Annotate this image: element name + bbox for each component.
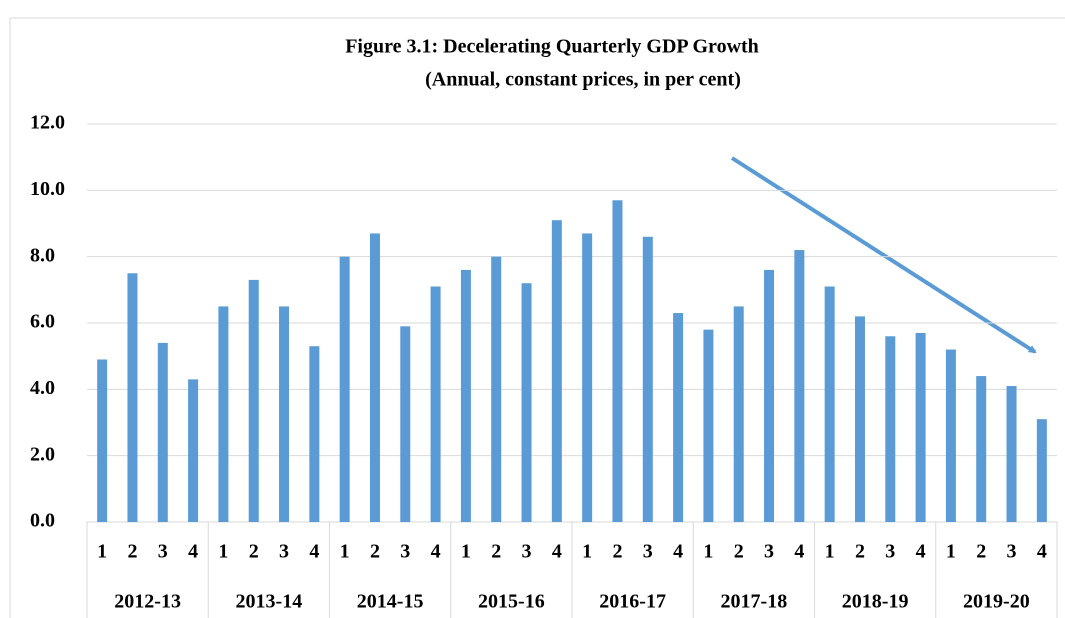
y-tick-label: 0.0 [30, 510, 55, 532]
x-tick-label: 1 [340, 541, 350, 563]
bar [976, 376, 987, 522]
x-tick-label: 1 [946, 541, 956, 563]
x-tick-label: 4 [309, 541, 319, 563]
group-label: 2015-16 [478, 591, 545, 613]
x-tick-label: 2 [976, 541, 986, 563]
x-tick-label: 1 [582, 541, 592, 563]
x-tick-label: 3 [522, 541, 532, 563]
chart-title: Figure 3.1: Decelerating Quarterly GDP G… [345, 36, 759, 58]
bar [854, 316, 865, 522]
bar [248, 279, 259, 522]
x-tick-label: 4 [916, 541, 926, 563]
x-tick-label: 3 [158, 541, 168, 563]
bar [824, 286, 835, 522]
x-tick-label: 4 [1037, 541, 1047, 563]
bar [673, 313, 684, 522]
x-tick-label: 3 [279, 541, 289, 563]
bar [339, 256, 350, 522]
group-label: 2019-20 [963, 591, 1030, 613]
bar [885, 336, 896, 522]
group-label: 2016-17 [599, 591, 666, 613]
x-tick-label: 1 [703, 541, 713, 563]
group-label: 2013-14 [236, 591, 303, 613]
y-tick-label: 6.0 [30, 311, 55, 333]
bar [733, 306, 744, 522]
bar [642, 236, 653, 522]
bar [127, 273, 138, 522]
x-tick-label: 4 [794, 541, 804, 563]
group-label: 2017-18 [721, 591, 788, 613]
group-label: 2012-13 [114, 591, 181, 613]
group-label: 2014-15 [357, 591, 424, 613]
x-tick-label: 4 [188, 541, 198, 563]
x-tick-label: 3 [643, 541, 653, 563]
y-tick-label: 2.0 [30, 443, 55, 465]
bar [1036, 419, 1047, 522]
x-tick-label: 3 [400, 541, 410, 563]
x-tick-label: 1 [825, 541, 835, 563]
bar [188, 379, 199, 522]
bar [97, 359, 108, 522]
bar [945, 349, 956, 522]
y-tick-label: 12.0 [30, 112, 65, 134]
bar [369, 233, 380, 522]
bar [521, 283, 532, 522]
bar [309, 346, 320, 522]
chart-frame [9, 17, 1065, 618]
y-tick-label: 8.0 [30, 244, 55, 266]
x-tick-label: 1 [461, 541, 471, 563]
bar [430, 286, 441, 522]
bar [400, 326, 411, 522]
bar [279, 306, 290, 522]
bar [915, 332, 926, 522]
group-label: 2018-19 [842, 591, 909, 613]
x-tick-label: 1 [218, 541, 228, 563]
chart-subtitle: (Annual, constant prices, in per cent) [425, 69, 741, 91]
x-tick-label: 4 [673, 541, 683, 563]
x-tick-label: 2 [734, 541, 744, 563]
bar [612, 200, 623, 523]
bar [218, 306, 229, 522]
x-tick-label: 2 [612, 541, 622, 563]
bar [491, 256, 502, 522]
x-tick-label: 1 [97, 541, 107, 563]
x-tick-label: 2 [491, 541, 501, 563]
x-tick-label: 4 [552, 541, 562, 563]
x-tick-label: 3 [1007, 541, 1017, 563]
bar [764, 269, 775, 522]
y-tick-label: 4.0 [30, 377, 55, 399]
bar [460, 269, 471, 522]
x-tick-label: 3 [885, 541, 895, 563]
x-tick-label: 3 [764, 541, 774, 563]
bar [582, 233, 593, 522]
x-tick-label: 2 [370, 541, 380, 563]
y-tick-label: 10.0 [30, 178, 65, 200]
bar [157, 342, 168, 522]
x-tick-label: 2 [249, 541, 259, 563]
x-tick-label: 2 [127, 541, 137, 563]
bar [1006, 386, 1017, 522]
x-tick-label: 4 [431, 541, 441, 563]
bar [551, 220, 562, 522]
bar [794, 250, 805, 523]
bar [703, 329, 714, 522]
x-tick-label: 2 [855, 541, 865, 563]
